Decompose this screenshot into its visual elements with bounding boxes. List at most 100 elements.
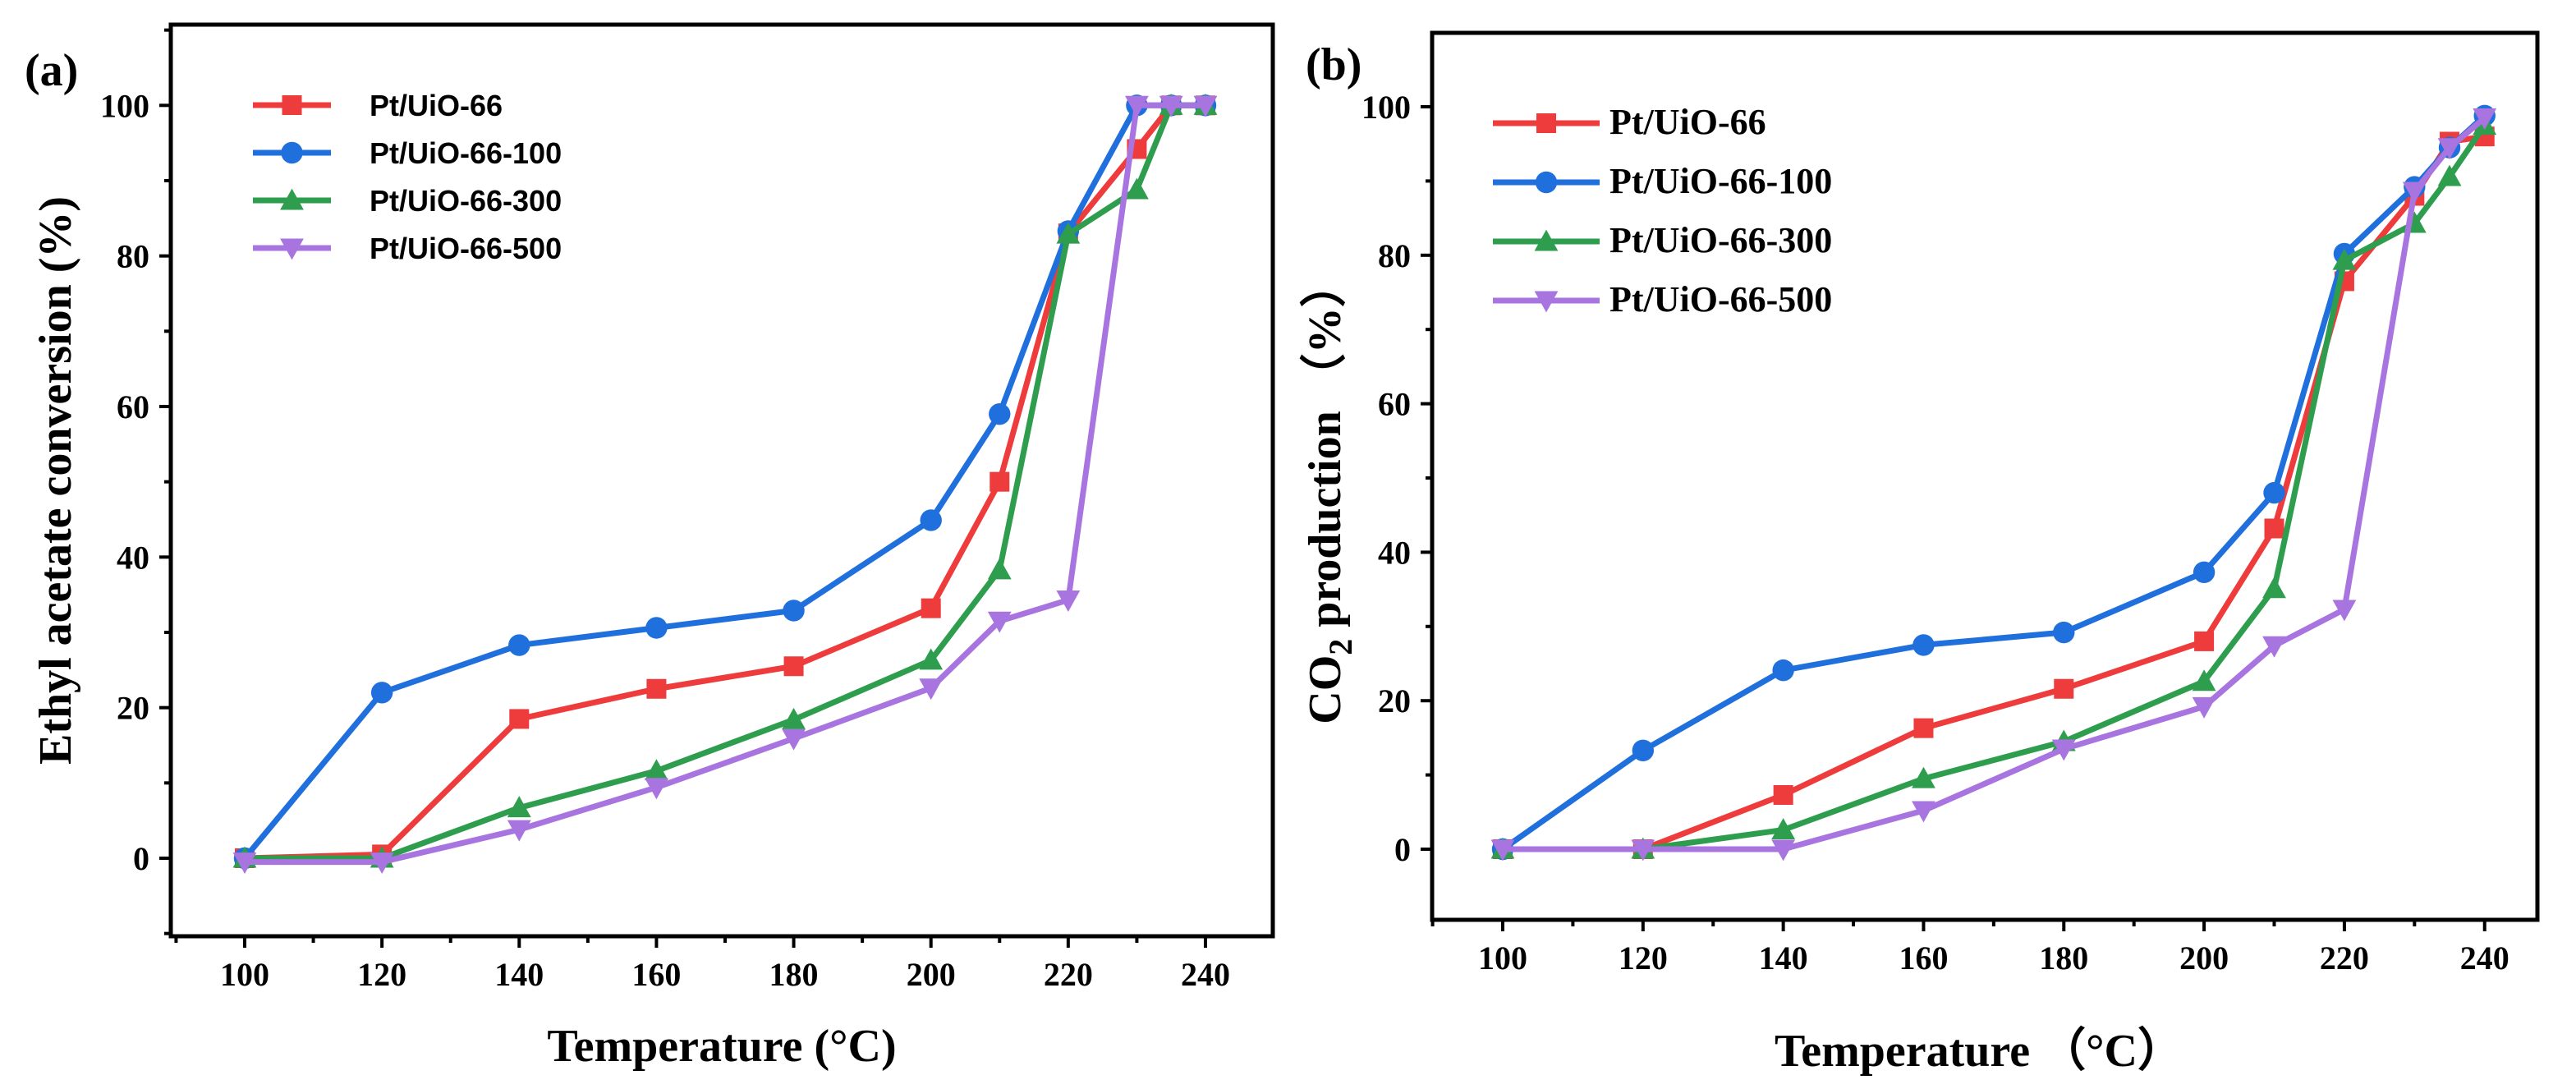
data-point [1772, 659, 1794, 682]
y-tick-label: 100 [100, 87, 149, 124]
panel-b-tick-labels: 100 120 140 160 180 200 220 240 0 20 40 60 80 100 [1361, 89, 2509, 976]
data-point [1771, 818, 1796, 840]
data-point [2262, 636, 2286, 658]
data-point [2437, 138, 2462, 160]
legend-label: Pt/UiO-66-300 [1609, 220, 1832, 260]
data-point [645, 759, 668, 781]
data-point [921, 598, 941, 618]
y-tick-label: 40 [117, 539, 149, 576]
x-tick-label: 120 [357, 956, 406, 993]
panel-a-ylabel: Ethyl acetate conversion (%) [30, 196, 81, 765]
panel-b: (b) 100 120 140 160 180 200 220 240020406080100… [1299, 30, 2540, 1077]
data-point [2054, 678, 2074, 699]
legend-marker [1536, 113, 1556, 133]
data-point [507, 796, 531, 818]
panel-b-ylabel-unit: （%） [1299, 261, 1351, 399]
data-point [782, 707, 806, 729]
data-point [646, 678, 667, 699]
x-tick-label: 200 [2179, 940, 2229, 976]
data-point [2332, 248, 2357, 270]
data-point [1056, 222, 1081, 244]
x-tick-label: 200 [907, 956, 956, 993]
data-point [2263, 481, 2285, 504]
panel-label-b: (b) [1306, 39, 1361, 90]
x-tick-label: 180 [769, 956, 819, 993]
x-tick-label: 220 [2320, 940, 2369, 976]
x-tick-label: 180 [2039, 940, 2088, 976]
data-point [1159, 95, 1183, 117]
panel-b-ylabel-sub: 2 [1322, 639, 1359, 655]
x-tick-label: 100 [1478, 940, 1527, 976]
legend-entry: Pt/UiO-66 [1493, 102, 1766, 142]
data-point [1631, 839, 1655, 862]
data-point [507, 820, 531, 842]
data-point [920, 509, 942, 531]
panel-b-xlabel-main: Temperature [1775, 1026, 2030, 1077]
data-point [1912, 634, 1935, 656]
data-point [508, 634, 530, 656]
data-point [1125, 95, 1149, 117]
panel-b-xlabel-unit: （°C） [2040, 1025, 2183, 1077]
legend-label: Pt/UiO-66 [370, 89, 503, 122]
panel-b-ylabel-rest: production [1300, 411, 1351, 638]
legend-marker [281, 141, 303, 164]
panel-a-legend: Pt/UiO-66 Pt/UiO-66-100 Pt/UiO-66-300 Pt/Ui… [253, 89, 562, 265]
panel-b-ylabel-main: CO [1300, 655, 1351, 724]
x-tick-label: 120 [1619, 940, 1668, 976]
panel-a-xlabel: Temperature (°C) [547, 1021, 896, 1072]
series-pt-uio-66-500 [232, 95, 1218, 874]
legend-marker [1534, 229, 1559, 251]
legend-label: Pt/UiO-66-100 [1609, 161, 1832, 201]
x-tick-label: 160 [1899, 940, 1948, 976]
panel-b-legend: Pt/UiO-66 Pt/UiO-66-100 Pt/UiO-66-300 Pt/Ui… [1493, 102, 1832, 319]
legend-entry: Pt/UiO-66-500 [1493, 279, 1832, 319]
legend-label: Pt/UiO-66-100 [370, 136, 562, 170]
x-tick-label: 140 [1759, 940, 1808, 976]
data-point [2192, 669, 2216, 692]
legend-entry: Pt/UiO-66-300 [1493, 220, 1832, 260]
legend-entry: Pt/UiO-66-100 [253, 136, 562, 170]
legend-label: Pt/UiO-66-500 [1609, 279, 1832, 319]
data-point [2192, 696, 2216, 719]
series-line [245, 102, 1205, 866]
series-pt-uio-66-500 [1490, 108, 2497, 862]
y-tick-label: 40 [1378, 534, 1411, 571]
data-point [1125, 177, 1149, 200]
data-point [645, 617, 668, 639]
data-point [2193, 561, 2216, 584]
data-point [509, 709, 530, 729]
panel-a-tick-labels: 100 120 140 160 180 200 220 240 0 20 40 60 80 100 [100, 87, 1230, 993]
y-tick-label: 20 [1378, 682, 1411, 719]
data-point [989, 402, 1011, 425]
data-point [2437, 164, 2462, 186]
panel-b-ticks [1421, 105, 2486, 931]
panel-a: (a) 100 120 140 160 180 200 220 240020406080100… [25, 22, 1275, 1072]
y-tick-label: 0 [1394, 831, 1411, 868]
panel-b-frame [1430, 30, 2540, 922]
legend-label: Pt/UiO-66 [1609, 102, 1766, 142]
data-point [370, 852, 394, 874]
data-point [2051, 739, 2076, 761]
data-point [370, 682, 393, 704]
panel-b-ylabel: CO2 production （%） [1299, 261, 1359, 724]
data-point [1771, 839, 1796, 862]
series-pt-uio-66-100 [1491, 104, 2496, 861]
data-point [2264, 518, 2284, 539]
x-tick-label: 220 [1044, 956, 1093, 993]
panel-b-xlabel: Temperature （°C） [1775, 1025, 2183, 1077]
legend-marker [282, 95, 302, 115]
y-tick-label: 0 [133, 840, 149, 877]
y-tick-label: 20 [117, 690, 149, 727]
y-tick-label: 100 [1361, 89, 1411, 126]
data-point [232, 852, 257, 874]
panel-a-ticks [159, 28, 1207, 948]
data-point [1912, 766, 1935, 788]
x-tick-label: 100 [220, 956, 269, 993]
legend-entry: Pt/UiO-66-300 [253, 184, 562, 218]
y-tick-label: 80 [117, 238, 149, 275]
data-point [1056, 590, 1081, 612]
data-point [783, 656, 804, 677]
panel-a-frame [168, 22, 1275, 939]
data-point [1193, 95, 1218, 117]
legend-entry: Pt/UiO-66-100 [1493, 161, 1832, 201]
